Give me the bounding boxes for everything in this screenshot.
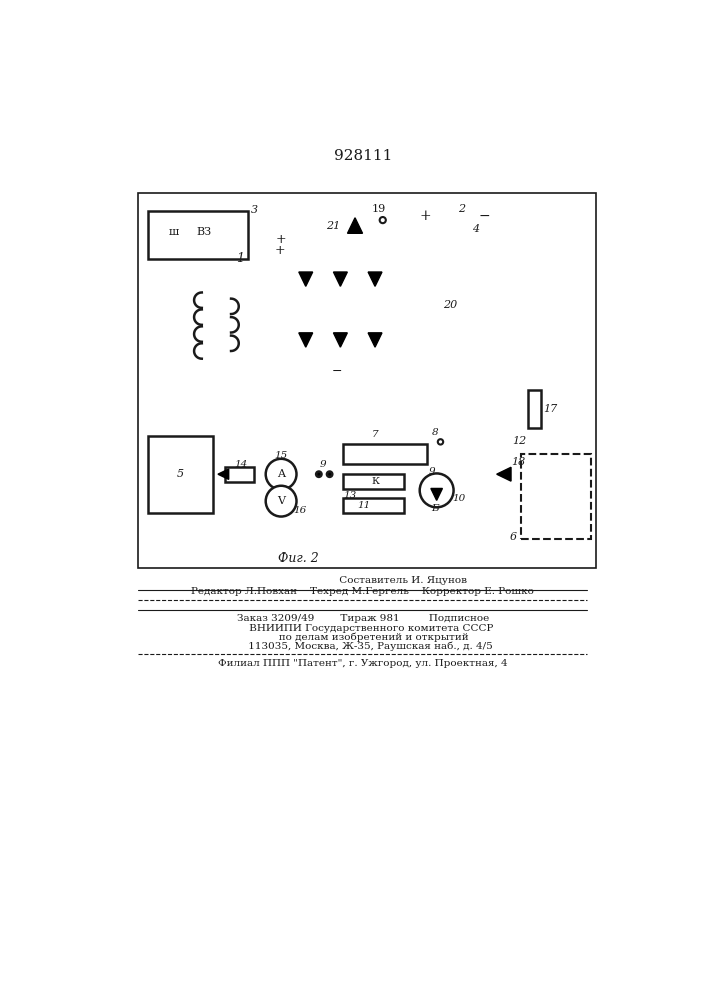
Text: V: V [277, 496, 285, 506]
Polygon shape [299, 272, 312, 286]
Bar [527, 389, 542, 428]
Bar [225, 466, 254, 482]
Text: по делам изобретений и открытий: по делам изобретений и открытий [257, 633, 469, 642]
Text: Заказ 3209/49        Тираж 981         Подписное: Заказ 3209/49 Тираж 981 Подписное [237, 614, 489, 623]
Circle shape [266, 459, 296, 490]
Text: Фиг. 2: Фиг. 2 [278, 552, 318, 565]
Text: 15: 15 [274, 451, 288, 460]
Text: К: К [371, 477, 379, 486]
Text: ш: ш [168, 227, 178, 237]
Circle shape [327, 472, 332, 477]
Text: 20: 20 [443, 300, 457, 310]
Polygon shape [334, 333, 347, 347]
Text: 9: 9 [320, 460, 326, 469]
Polygon shape [299, 333, 312, 347]
Polygon shape [218, 469, 228, 479]
Text: +: + [275, 244, 286, 257]
Text: 17: 17 [544, 404, 558, 414]
Text: 13: 13 [343, 491, 356, 500]
Text: Редактор Л.Повхан    Техред М.Гергель    Корректор Е. Рошко: Редактор Л.Повхан Техред М.Гергель Корре… [192, 587, 534, 596]
Text: 928111: 928111 [334, 149, 392, 163]
Circle shape [438, 439, 443, 445]
Bar [343, 474, 404, 489]
Bar [148, 436, 214, 513]
Text: 19: 19 [372, 204, 386, 214]
Text: 5: 5 [177, 469, 184, 479]
Polygon shape [368, 272, 382, 286]
Text: 9: 9 [428, 467, 436, 476]
Text: −: − [479, 209, 490, 223]
Text: 12: 12 [512, 436, 526, 446]
Bar [148, 211, 248, 259]
Text: 4: 4 [472, 224, 479, 234]
Text: 7: 7 [372, 430, 378, 439]
Text: 16: 16 [293, 506, 306, 515]
Bar [343, 444, 428, 464]
Circle shape [380, 217, 386, 223]
Polygon shape [431, 488, 443, 500]
Text: Составитель И. Яцунов: Составитель И. Яцунов [258, 576, 467, 585]
Bar [343, 498, 404, 513]
Polygon shape [348, 218, 363, 233]
Bar [521, 454, 590, 539]
Text: ВЗ: ВЗ [197, 227, 211, 237]
Text: −: − [332, 365, 341, 378]
Text: A: A [277, 469, 285, 479]
Text: 113035, Москва, Ж-35, Раушская наб., д. 4/5: 113035, Москва, Ж-35, Раушская наб., д. … [233, 642, 493, 651]
Text: 18: 18 [511, 457, 525, 467]
Text: 10: 10 [452, 494, 466, 503]
Text: 6: 6 [510, 532, 518, 542]
Text: 3: 3 [250, 205, 258, 215]
Polygon shape [497, 467, 511, 481]
Circle shape [420, 473, 454, 507]
Text: Филиал ППП "Патент", г. Ужгород, ул. Проектная, 4: Филиал ППП "Патент", г. Ужгород, ул. Про… [218, 659, 508, 668]
Polygon shape [368, 333, 382, 347]
Text: 8: 8 [432, 428, 438, 437]
Text: +: + [419, 209, 431, 223]
Circle shape [316, 472, 322, 477]
Text: ВНИИПИ Государственного комитета СССР: ВНИИПИ Государственного комитета СССР [233, 624, 493, 633]
Text: +: + [276, 233, 286, 246]
Text: 21: 21 [327, 221, 341, 231]
Text: 11: 11 [357, 501, 370, 510]
Text: 2: 2 [457, 204, 464, 214]
Bar [138, 193, 596, 568]
Text: Б: Б [431, 504, 439, 513]
Text: 14: 14 [235, 460, 247, 469]
Polygon shape [334, 272, 347, 286]
Text: 1: 1 [236, 252, 245, 265]
Circle shape [266, 486, 296, 517]
